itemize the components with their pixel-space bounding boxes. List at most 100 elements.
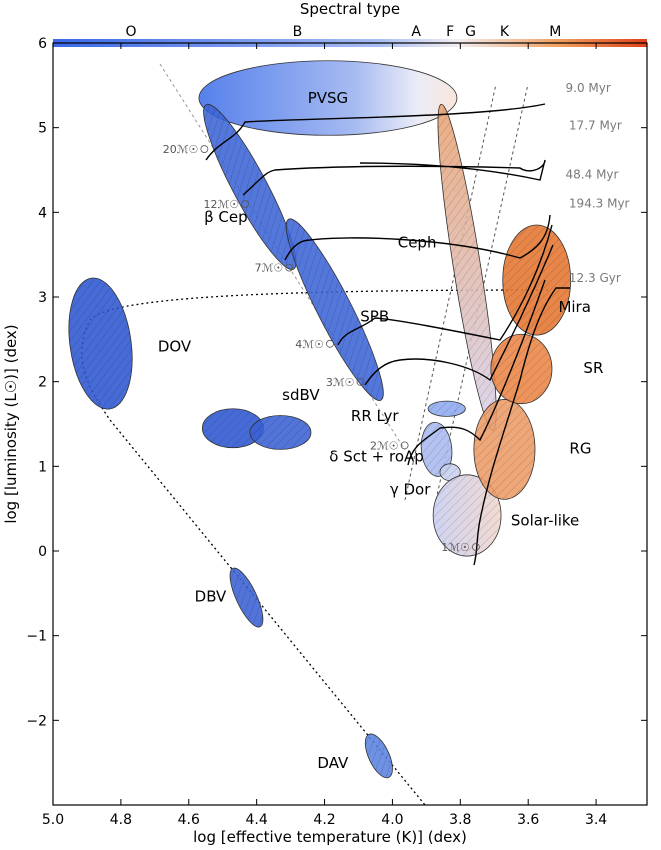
evolutionary-tracks (205, 103, 570, 566)
x-tick-label: 4.8 (110, 812, 132, 828)
mass-label: 12ℳ☉ (203, 198, 239, 211)
mass-marker (326, 339, 334, 348)
mass-markers: 20ℳ☉ 12ℳ☉ 7ℳ☉ 4ℳ☉ 3ℳ☉ 2ℳ☉ 1ℳ☉ (163, 143, 480, 554)
track-3-msun (364, 244, 554, 386)
track-1-msun (473, 287, 570, 566)
isochrone-age-label: 48.4 Myr (566, 167, 619, 181)
region-label: sdBV (282, 386, 320, 404)
region--cep: β Cep (203, 103, 297, 270)
region-hatch (365, 733, 393, 778)
region-label: Ceph (398, 233, 437, 251)
region-hatch (473, 399, 535, 500)
spectral-type-label: M (549, 24, 561, 40)
region-hatch (202, 408, 264, 448)
region-hatch (490, 334, 552, 404)
isochrone-labels: 9.0 Myr 17.7 Myr 48.4 Myr 194.3 Myr 12.3 Gyr (566, 81, 630, 285)
mass-marker (400, 441, 409, 450)
region-label: δ Sct + roAp (329, 447, 424, 465)
x-tick-label: 4.2 (313, 812, 335, 828)
y-axis-ticks: 6 5 4 3 2 1 0 −1 −2 (26, 36, 647, 729)
track-20-msun (205, 103, 546, 161)
mass-marker (285, 263, 294, 272)
x-tick-label: 3.4 (585, 812, 607, 828)
mass-label: 2ℳ☉ (370, 439, 399, 452)
region-label: RR Lyr (351, 407, 399, 425)
region-label: DOV (158, 338, 192, 356)
x-axis-ticks: 5.0 4.8 4.6 4.4 4.2 4.0 3.8 3.6 3.4 (42, 43, 607, 828)
mass-marker (356, 377, 365, 386)
y-tick-label: 0 (38, 544, 47, 560)
y-tick-label: −1 (26, 629, 47, 645)
chart-title: Spectral type (300, 0, 400, 18)
y-tick-label: −2 (26, 713, 47, 729)
y-tick-label: 4 (38, 205, 47, 221)
mass-label: 7ℳ☉ (255, 262, 284, 275)
region-solar-like: Solar-like (432, 474, 579, 557)
spectral-type-label: A (411, 24, 421, 40)
region-spb: SPB (285, 218, 389, 401)
x-tick-label: 3.8 (449, 812, 471, 828)
x-tick-label: 3.6 (517, 812, 539, 828)
region-label: SPB (360, 308, 389, 326)
region-label: γ Dor (390, 480, 431, 498)
y-tick-label: 6 (38, 36, 47, 52)
region-label: Solar-like (511, 511, 579, 529)
region-hatch (439, 463, 461, 481)
region-dav: DAV (317, 733, 393, 779)
mass-label: 4ℳ☉ (295, 338, 324, 351)
spectral-type-label: O (126, 24, 137, 40)
x-tick-label: 4.6 (178, 812, 200, 828)
region-rg: RG (473, 399, 591, 500)
region-hatch (249, 415, 311, 450)
mass-label: 1ℳ☉ (441, 541, 470, 554)
region-hatch (438, 104, 497, 431)
spectral-type-label: G (465, 24, 476, 40)
mass-label: 20ℳ☉ (163, 143, 199, 156)
region-label: RG (569, 439, 591, 457)
mass-marker (241, 200, 249, 209)
x-axis-label: log [effective temperature (K)] (dex) (193, 828, 467, 846)
instability-strip-edge-red (435, 83, 529, 501)
region--dor: γ Dor (390, 463, 461, 498)
region-pvsg: PVSG (198, 60, 458, 136)
region-hatch (68, 278, 133, 410)
spectral-type-label: B (293, 24, 303, 40)
region-rr-lyr: RR Lyr (351, 400, 466, 425)
track-12-msun (242, 159, 546, 196)
mass-label: 3ℳ☉ (326, 376, 355, 389)
y-tick-label: 5 (38, 121, 47, 137)
region-dbv: DBV (195, 567, 264, 628)
region-hatch (428, 401, 466, 417)
y-tick-label: 2 (38, 375, 47, 391)
x-tick-label: 4.0 (381, 812, 403, 828)
isochrone-age-label: 12.3 Gyr (569, 271, 621, 285)
isochrone-age-label: 9.0 Myr (566, 81, 611, 95)
region-label: DBV (195, 588, 227, 606)
region-label: DAV (317, 754, 349, 772)
region-label: PVSG (308, 89, 348, 107)
region-label: β Cep (204, 208, 248, 226)
region-label: SR (583, 359, 603, 377)
track-4-msun (337, 224, 553, 346)
track-2-msun (407, 279, 546, 466)
spectral-type-label: K (500, 24, 510, 40)
region-hatch (433, 474, 502, 557)
mass-marker (471, 543, 480, 551)
x-tick-label: 4.4 (246, 812, 268, 828)
y-tick-label: 1 (38, 459, 47, 475)
region-sdbv- (249, 415, 312, 450)
region-dov: DOV (68, 277, 192, 410)
mass-marker (200, 145, 209, 153)
isochrone-age-label: 194.3 Myr (569, 196, 630, 210)
region-label: Mira (558, 298, 590, 316)
x-tick-label: 5.0 (42, 812, 64, 828)
plot-area (52, 42, 648, 806)
track-7-msun (284, 214, 551, 261)
isochrone-age-label: 17.7 Myr (569, 118, 622, 132)
region-sdbv: sdBV (201, 386, 320, 449)
y-axis-label: log [luminosity (L☉)] (dex) (2, 324, 20, 523)
region-sr: SR (490, 333, 603, 405)
region-hatch (286, 218, 384, 401)
